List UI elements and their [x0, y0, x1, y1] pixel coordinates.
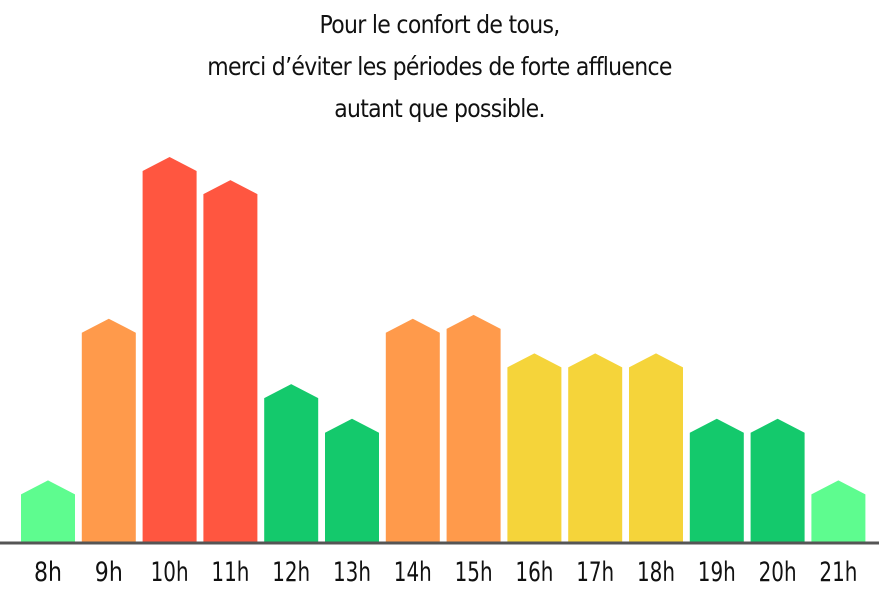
x-tick-labels: 8h 9h 10h 11h 12h 13h 14h 15h 16h 17h 18h 19h 20h 21h [34, 557, 857, 588]
title-line-3: autant que possible. [334, 94, 545, 123]
x-tick-label: 18h [637, 557, 675, 588]
bar-11h [203, 180, 258, 542]
x-tick-label: 19h [698, 557, 736, 588]
bar-19h [689, 418, 744, 542]
title-line-2: merci d’éviter les périodes de forte aff… [207, 52, 672, 81]
bar-16h [507, 353, 562, 542]
title-line-1: Pour le confort de tous, [319, 10, 560, 39]
x-tick-label: 14h [394, 557, 432, 588]
x-tick-label: 8h [34, 557, 62, 588]
x-tick-label: 10h [151, 557, 189, 588]
bar-21h [811, 480, 866, 542]
x-tick-label: 16h [515, 557, 553, 588]
bar-10h [142, 157, 197, 542]
bar-18h [629, 353, 683, 542]
bar-17h [568, 353, 623, 542]
bar-14h [385, 318, 440, 542]
bar-15h [446, 314, 501, 542]
chart-title: Pour le confort de tous, merci d’éviter … [53, 4, 827, 130]
bar-20h [750, 418, 805, 542]
bar-13h [325, 418, 379, 542]
bar-12h [264, 384, 319, 542]
x-tick-label: 11h [211, 557, 249, 588]
x-tick-label: 17h [576, 557, 614, 588]
bar-8h [21, 480, 75, 542]
x-tick-label: 21h [819, 557, 857, 588]
x-tick-label: 15h [455, 557, 493, 588]
bar-9h [81, 318, 136, 542]
x-tick-label: 9h [95, 557, 123, 588]
bars-group [21, 157, 866, 542]
x-tick-label: 13h [333, 557, 371, 588]
x-tick-label: 12h [272, 557, 310, 588]
x-tick-label: 20h [759, 557, 797, 588]
